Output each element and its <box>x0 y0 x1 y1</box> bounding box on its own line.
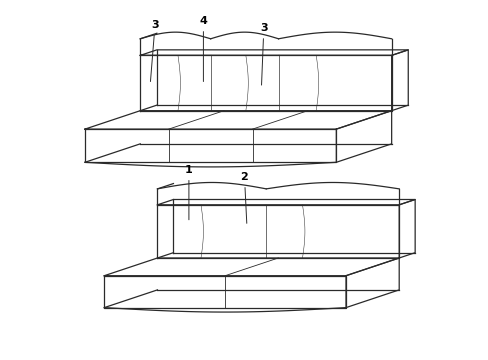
Text: 3: 3 <box>150 19 159 81</box>
Text: 3: 3 <box>260 23 267 85</box>
Text: 2: 2 <box>240 172 248 223</box>
Text: 1: 1 <box>184 165 192 220</box>
Text: 4: 4 <box>199 16 207 81</box>
